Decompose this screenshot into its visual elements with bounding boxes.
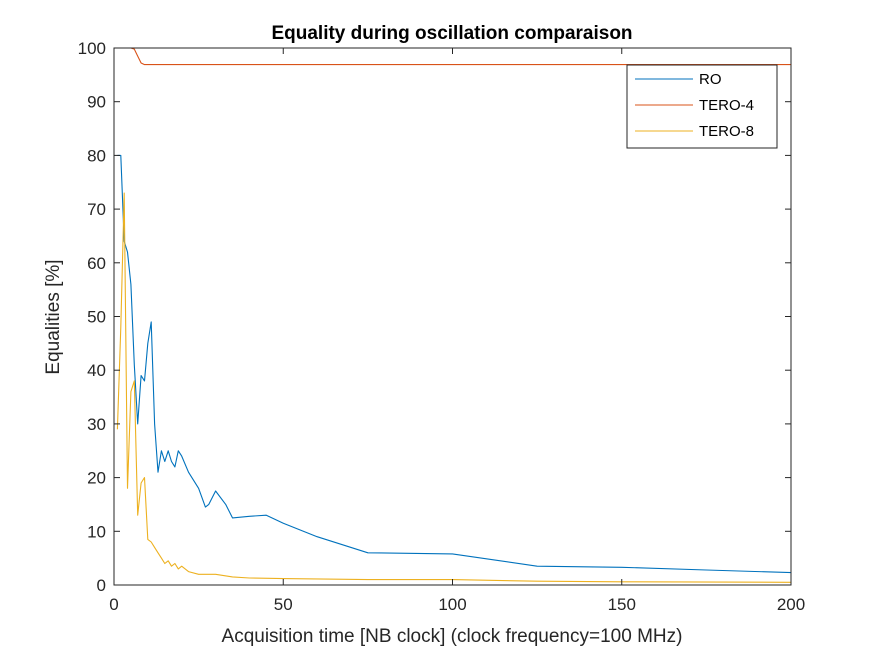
legend-entry-ro: RO: [699, 71, 722, 88]
x-axis-label: Acquisition time [NB clock] (clock frequ…: [222, 626, 683, 647]
y-tick-label: 50: [87, 308, 106, 327]
legend-entry-tero-4: TERO-4: [699, 97, 754, 114]
series-line-ro: [117, 154, 792, 574]
y-tick-label: 30: [87, 415, 106, 434]
plot-area: 0 50 100 150 200 0 10 20 30 40 50 60 70 80 90 100 RO TERO…: [78, 39, 806, 614]
x-tick-label: 150: [608, 595, 636, 614]
y-tick-label: 60: [87, 254, 106, 273]
y-tick-label: 80: [87, 146, 106, 165]
x-tick-label: 50: [274, 595, 293, 614]
legend-entry-tero-8: TERO-8: [699, 123, 754, 140]
y-axis-label: Equalities [%]: [43, 259, 64, 374]
x-tick-label: 200: [777, 595, 805, 614]
y-tick-label: 90: [87, 93, 106, 112]
x-tick-label: 0: [109, 595, 118, 614]
series-line-tero-8: [116, 192, 792, 583]
x-tick-label: 100: [438, 595, 466, 614]
y-tick-label: 10: [87, 522, 106, 541]
y-tick-label: 100: [78, 39, 106, 58]
y-tick-label: 20: [87, 469, 106, 488]
chart-title: Equality during oscillation comparaison: [271, 23, 632, 44]
y-tick-label: 70: [87, 200, 106, 219]
y-tick-label: 0: [97, 576, 106, 595]
y-tick-label: 40: [87, 361, 106, 380]
